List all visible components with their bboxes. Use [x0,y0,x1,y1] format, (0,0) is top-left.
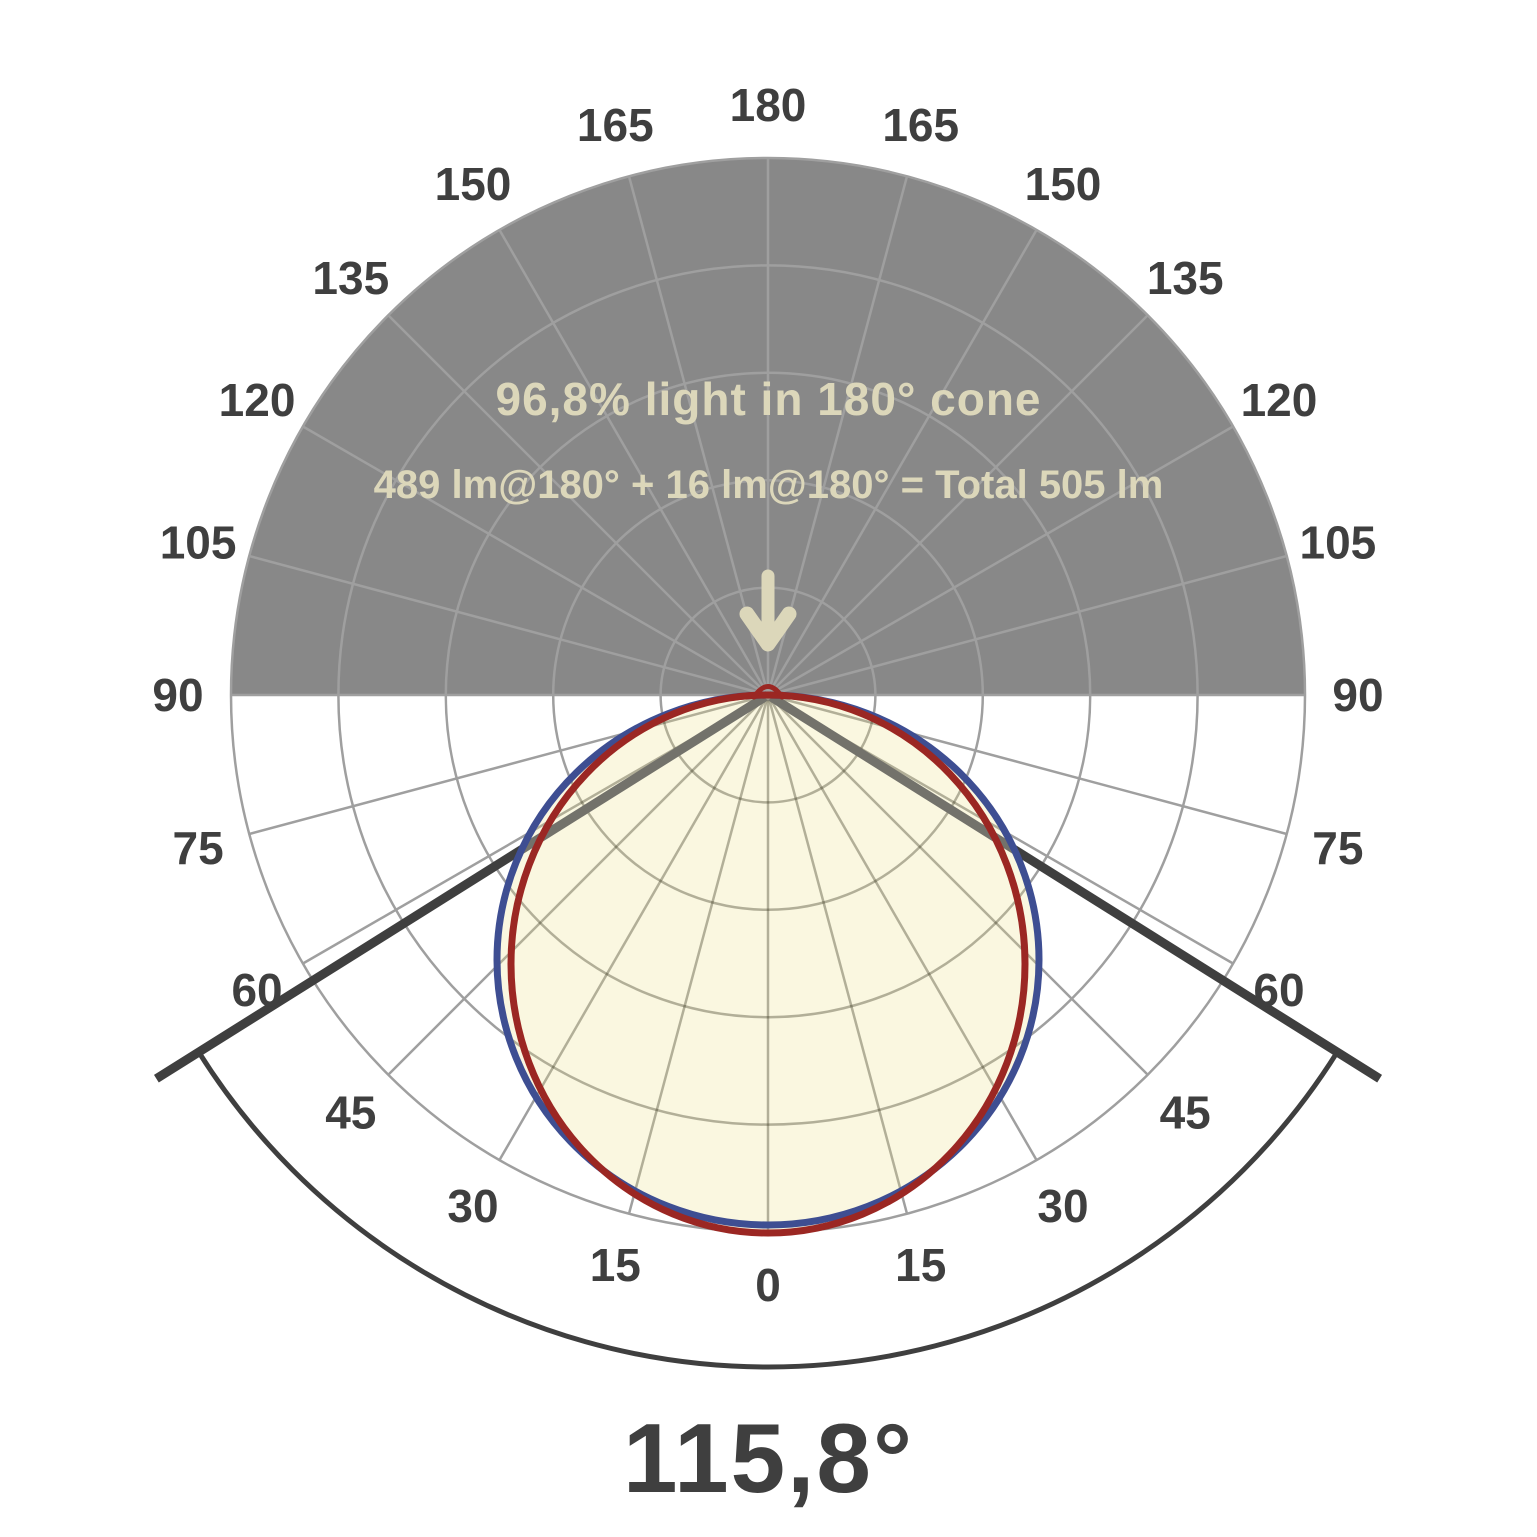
beam-angle-line [153,691,771,1083]
grid-spoke [767,554,1288,697]
grid-spoke [497,695,769,1076]
angle-label-right-105: 105 [1300,516,1377,568]
beam-angle-line [497,695,771,1083]
arrow-head [739,606,797,652]
angle-label-right-15: 15 [895,1239,946,1291]
angle-label-right-45: 45 [1160,1086,1211,1138]
light-distribution-fill [497,695,1039,1233]
curve-C0-plane [507,691,1029,1237]
grid-spoke [248,554,769,697]
grid-ring [659,695,877,804]
angle-label-left-45: 45 [325,1086,376,1138]
down-arrow-icon [739,569,797,652]
grid-ring [497,695,1039,1019]
center-spike [751,684,785,700]
grid-spoke [498,695,770,1161]
angle-label-left-105: 105 [160,516,237,568]
grid-spoke [767,695,1039,1076]
beam-lines [153,691,1383,1083]
angle-label-left-30: 30 [447,1180,498,1232]
grid-spoke [302,425,769,697]
angle-labels: 0 15 15 30 30 45 45 60 60 75 75 90 90 105 105 120 120 135… [152,79,1383,1311]
beam-angle-line [765,691,1383,1083]
grid-spoke [767,425,1234,697]
angle-label-right-60: 60 [1253,964,1304,1016]
angle-label-right-135: 135 [1147,252,1224,304]
angle-label-180: 180 [730,79,807,131]
grid-spoke [766,229,1038,696]
angle-label-left-60: 60 [231,964,282,1016]
grid-ring [497,695,1039,1126]
beam-angle-line [765,695,1039,1083]
angle-label-left-165: 165 [577,99,654,151]
angle-label-right-90: 90 [1332,669,1383,721]
angle-label-right-150: 150 [1025,158,1102,210]
grid-spoke [387,314,769,696]
angle-label-right-165: 165 [882,99,959,151]
grid-spoke [766,695,909,1215]
angle-label-right-30: 30 [1037,1180,1088,1232]
angle-label-right-75: 75 [1312,822,1363,874]
grid-spoke [627,695,770,1215]
angle-label-left-75: 75 [173,822,224,874]
curve-fill-lobe [511,695,1025,1233]
angle-label-right-120: 120 [1241,374,1318,426]
angle-label-left-90: 90 [152,669,203,721]
angle-label-left-15: 15 [590,1239,641,1291]
angle-label-left-120: 120 [219,374,296,426]
angle-label-0: 0 [755,1259,781,1311]
grid-spoke [766,695,1038,1161]
angle-label-left-135: 135 [312,252,389,304]
beam-angle-arc [196,1050,1340,1370]
grid-spoke [498,229,770,696]
angle-label-left-150: 150 [435,158,512,210]
beam-lines-muted [497,695,1039,1083]
grid-spoke [767,314,1149,696]
